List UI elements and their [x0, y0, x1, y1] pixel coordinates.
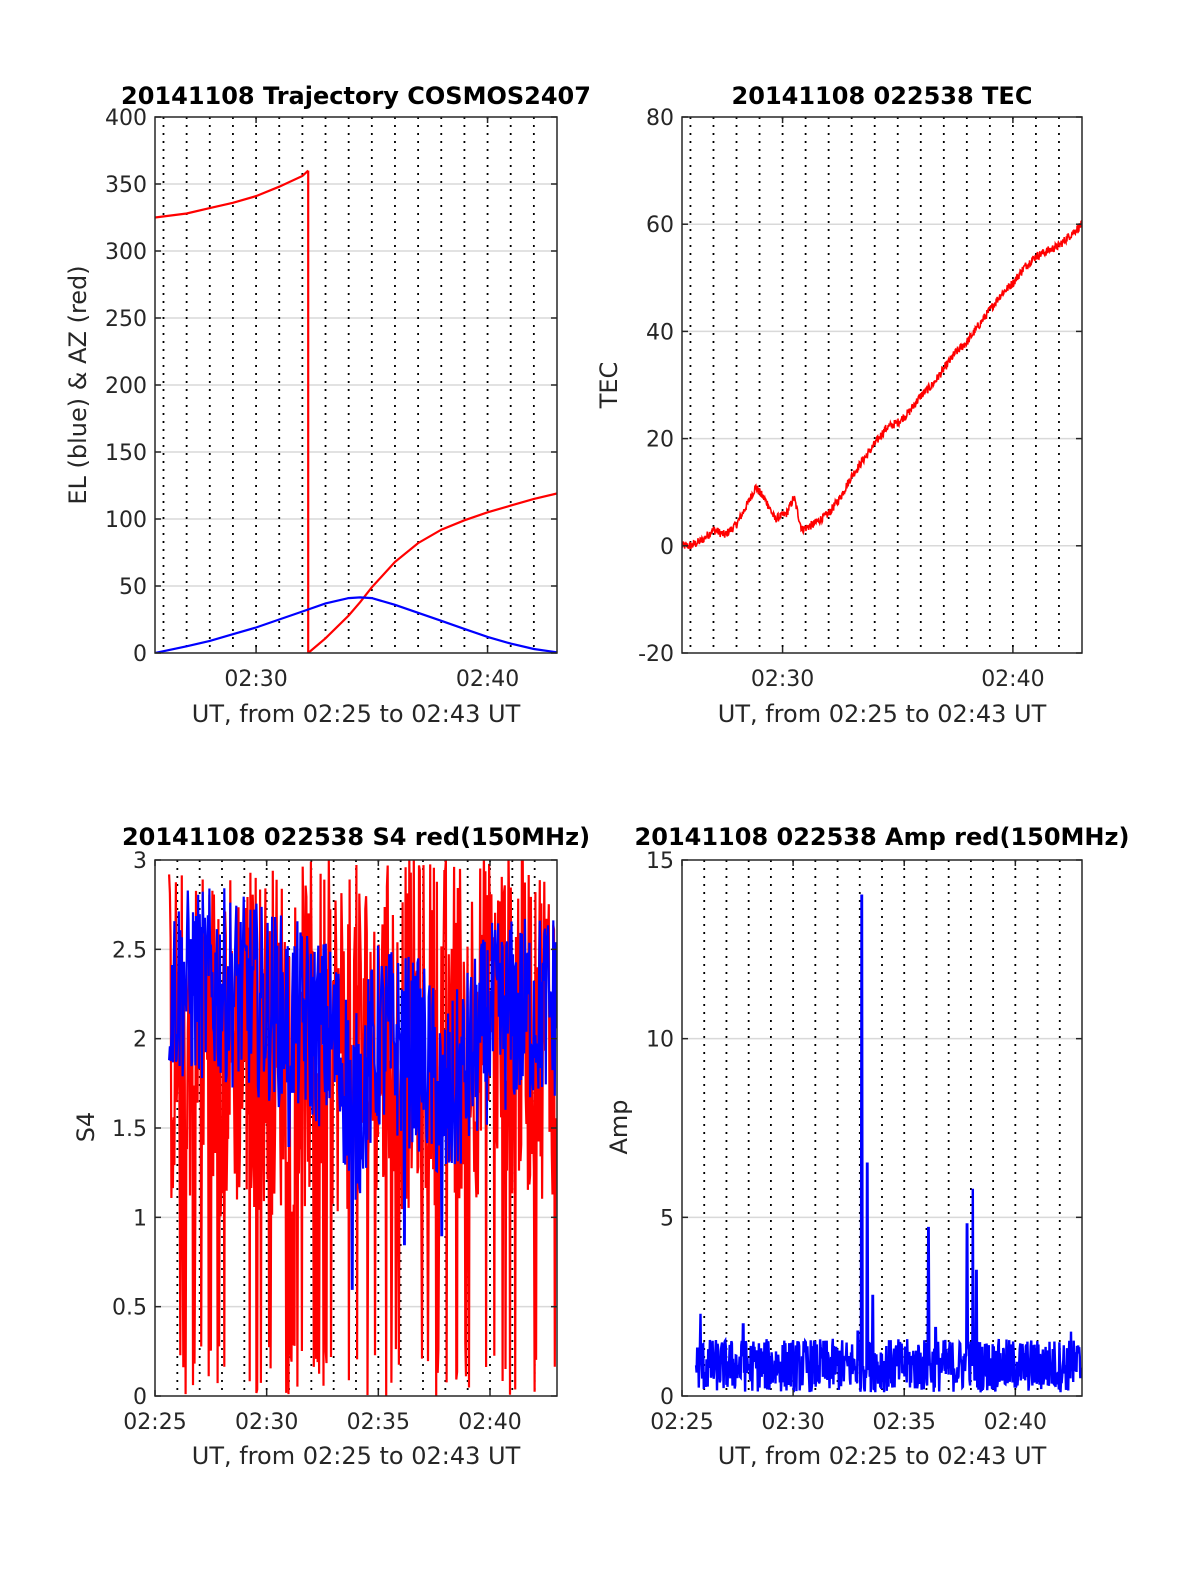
trajectory-series-blue-segment: [155, 596, 557, 653]
tec-ytick-label: 80: [646, 106, 674, 131]
trajectory-ytick-label: 100: [105, 508, 147, 533]
amp-xtick-label: 02:30: [761, 1410, 824, 1435]
trajectory-ytick-label: 350: [105, 173, 147, 198]
trajectory-series-red-segment: [155, 169, 309, 219]
tec-xtick-label: 02:40: [981, 667, 1044, 692]
tec-ytick-label: 40: [646, 320, 674, 345]
amp-xlabel: UT, from 02:25 to 02:43 UT: [718, 1442, 1047, 1470]
tec-ytick-label: 0: [660, 535, 674, 560]
amp-ytick-label: 5: [660, 1206, 674, 1231]
tec-series-red: [682, 220, 1082, 550]
s4-ytick-label: 1.5: [112, 1117, 147, 1142]
trajectory-xtick-label: 02:40: [456, 667, 519, 692]
amp-ytick-label: 15: [646, 849, 674, 874]
trajectory-ytick-label: 150: [105, 441, 147, 466]
tec-data-layer: [682, 220, 1082, 550]
amp-xtick-label: 02:40: [984, 1410, 1047, 1435]
s4-xlabel: UT, from 02:25 to 02:43 UT: [192, 1442, 521, 1470]
s4-series-blue: [168, 888, 557, 1290]
trajectory-ytick-label: 300: [105, 240, 147, 265]
amp-ylabel: Amp: [605, 1099, 633, 1154]
s4-ytick-label: 2.5: [112, 938, 147, 963]
trajectory-title: 20141108 Trajectory COSMOS2407: [121, 82, 591, 110]
s4-ytick-label: 1: [133, 1206, 147, 1231]
trajectory-ytick-label: 50: [119, 575, 147, 600]
amp-data-layer: [694, 894, 1082, 1393]
trajectory-ytick-label: 400: [105, 106, 147, 131]
trajectory-ylabel: EL (blue) & AZ (red): [64, 265, 92, 504]
amp-ytick-label: 10: [646, 1028, 674, 1053]
tec-ylabel: TEC: [595, 362, 623, 410]
amp-title: 20141108 022538 Amp red(150MHz): [635, 823, 1130, 851]
amp-series-blue: [694, 894, 1082, 1393]
tec-xtick-label: 02:30: [751, 667, 814, 692]
amp-xtick-label: 02:35: [873, 1410, 936, 1435]
trajectory-ytick-label: 250: [105, 307, 147, 332]
amp-axes-box: [681, 859, 1083, 1397]
trajectory-panel: 20141108 Trajectory COSMOS2407 UT, from …: [64, 82, 591, 728]
tec-title: 20141108 022538 TEC: [732, 82, 1033, 110]
trajectory-xtick-label: 02:30: [224, 667, 287, 692]
s4-ytick-label: 0.5: [112, 1296, 147, 1321]
s4-ytick-label: 0: [133, 1385, 147, 1410]
tec-ytick-label: -20: [638, 642, 674, 667]
trajectory-ytick-label: 0: [133, 642, 147, 667]
trajectory-series-red-segment: [307, 492, 557, 653]
s4-title: 20141108 022538 S4 red(150MHz): [122, 823, 590, 851]
s4-xtick-label: 02:30: [235, 1410, 298, 1435]
s4-ytick-label: 2: [133, 1028, 147, 1053]
trajectory-xlabel: UT, from 02:25 to 02:43 UT: [192, 700, 521, 728]
s4-xtick-label: 02:40: [458, 1410, 521, 1435]
tec-ytick-label: 60: [646, 213, 674, 238]
amp-ytick-label: 0: [660, 1385, 674, 1410]
amp-panel: 20141108 022538 Amp red(150MHz) UT, from…: [605, 823, 1129, 1470]
tec-panel: 20141108 022538 TEC UT, from 02:25 to 02…: [595, 82, 1083, 728]
trajectory-data-layer: [155, 169, 557, 653]
tec-plot-area: [682, 117, 1082, 653]
amp-xtick-label: 02:25: [650, 1410, 713, 1435]
s4-xtick-label: 02:35: [347, 1410, 410, 1435]
s4-xtick-label: 02:25: [123, 1410, 186, 1435]
s4-panel: 20141108 022538 S4 red(150MHz) UT, from …: [72, 823, 590, 1470]
s4-ylabel: S4: [72, 1112, 100, 1143]
tec-axes-box: [681, 116, 1083, 654]
tec-xlabel: UT, from 02:25 to 02:43 UT: [718, 700, 1047, 728]
tec-ytick-label: 20: [646, 428, 674, 453]
trajectory-ytick-label: 200: [105, 374, 147, 399]
s4-ytick-label: 3: [133, 849, 147, 874]
s4-data-layer: [168, 860, 557, 1396]
